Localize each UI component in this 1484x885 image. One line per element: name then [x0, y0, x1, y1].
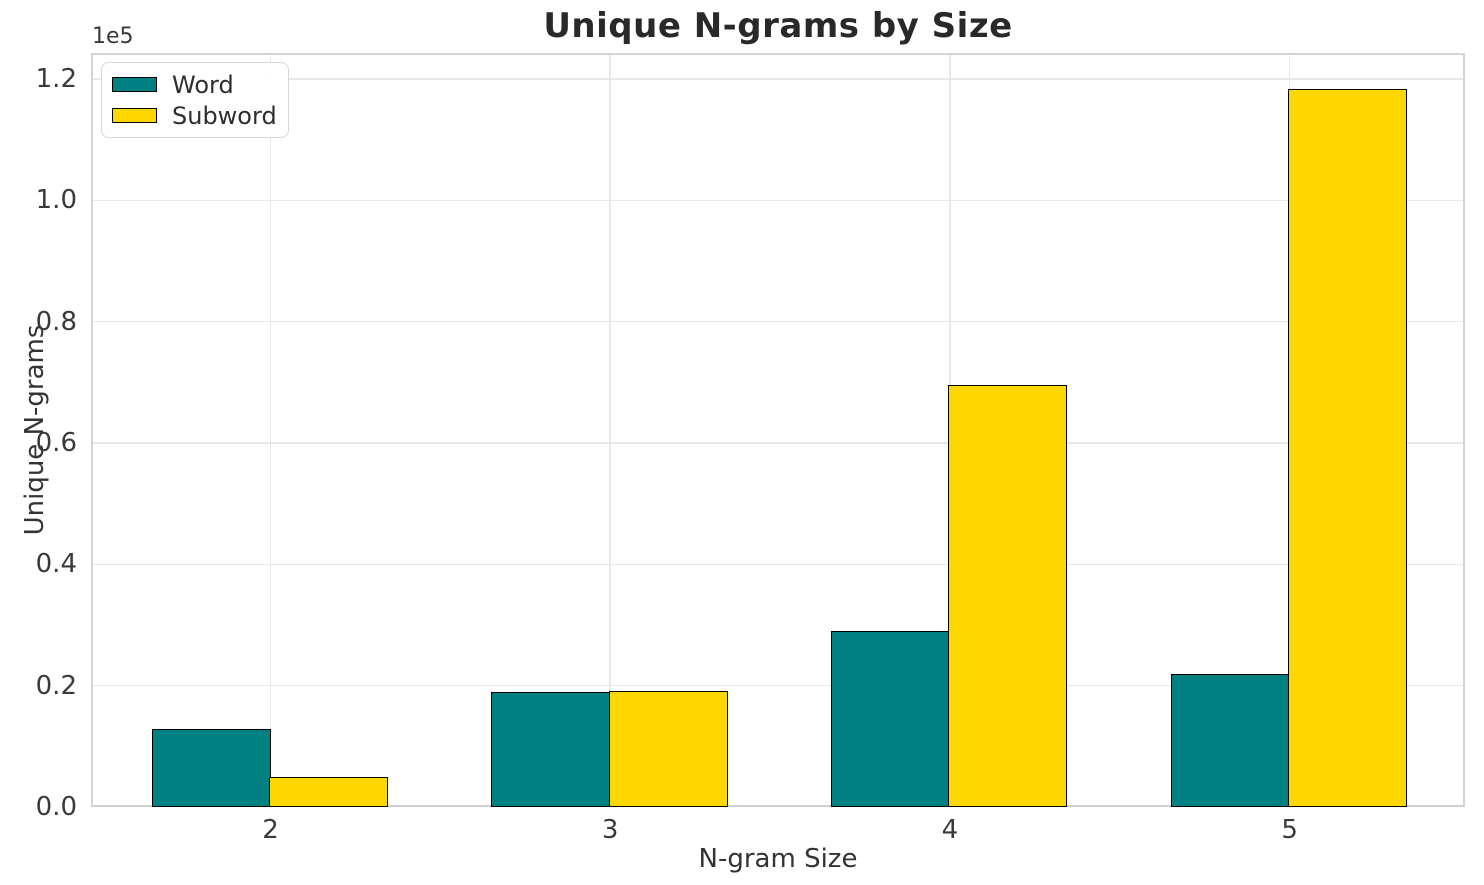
legend-swatch-subword-icon	[112, 108, 157, 123]
right-spine	[1463, 53, 1465, 807]
gridline-y-1.0	[91, 199, 1465, 202]
x-tick-label-2: 2	[262, 815, 279, 845]
bar-subword-3	[608, 690, 728, 807]
bar-word-4	[830, 631, 950, 807]
bar-subword-5	[1288, 88, 1408, 807]
bar-subword-4	[948, 384, 1068, 807]
y-tick-label-0.4: 0.4	[35, 549, 77, 580]
bar-word-3	[491, 691, 611, 807]
y-tick-label-0.6: 0.6	[35, 428, 77, 459]
top-spine	[91, 53, 1465, 55]
y-tick-label-0.2: 0.2	[35, 670, 77, 701]
plot-area	[91, 53, 1465, 807]
gridline-y-0.8	[91, 320, 1465, 323]
bar-word-5	[1170, 673, 1290, 807]
x-tick-label-4: 4	[941, 815, 959, 845]
chart-title: Unique N-grams by Size	[543, 6, 1013, 46]
legend-label-subword: Subword	[172, 101, 277, 130]
y-tick-label-0.0: 0.0	[35, 792, 77, 822]
gridline-y-1.2	[91, 78, 1465, 80]
x-axis-label: N-gram Size	[698, 844, 858, 874]
legend-swatch-word-icon	[112, 77, 157, 92]
left-spine	[91, 53, 93, 807]
gridline-x-2	[269, 53, 272, 807]
legend-item-word: Word	[112, 70, 277, 99]
bar-subword-2	[269, 776, 388, 807]
bar-word-2	[151, 729, 271, 807]
gridline-x-3	[609, 53, 611, 807]
legend-item-subword: Subword	[112, 101, 277, 130]
y-tick-label-1.2: 1.2	[35, 64, 77, 95]
y-axis-offset-label: 1e5	[92, 24, 134, 49]
gridline-y-0.4	[91, 563, 1465, 566]
bottom-spine	[91, 805, 1465, 807]
legend: Word Subword	[101, 62, 289, 138]
x-tick-label-5: 5	[1281, 815, 1298, 845]
y-tick-label-1.0: 1.0	[35, 185, 77, 216]
x-tick-label-3: 3	[601, 815, 619, 845]
gridline-y-0.6	[91, 442, 1465, 444]
gridline-y-0.2	[91, 684, 1465, 687]
legend-label-word: Word	[172, 70, 234, 99]
y-tick-label-0.8: 0.8	[35, 306, 77, 337]
